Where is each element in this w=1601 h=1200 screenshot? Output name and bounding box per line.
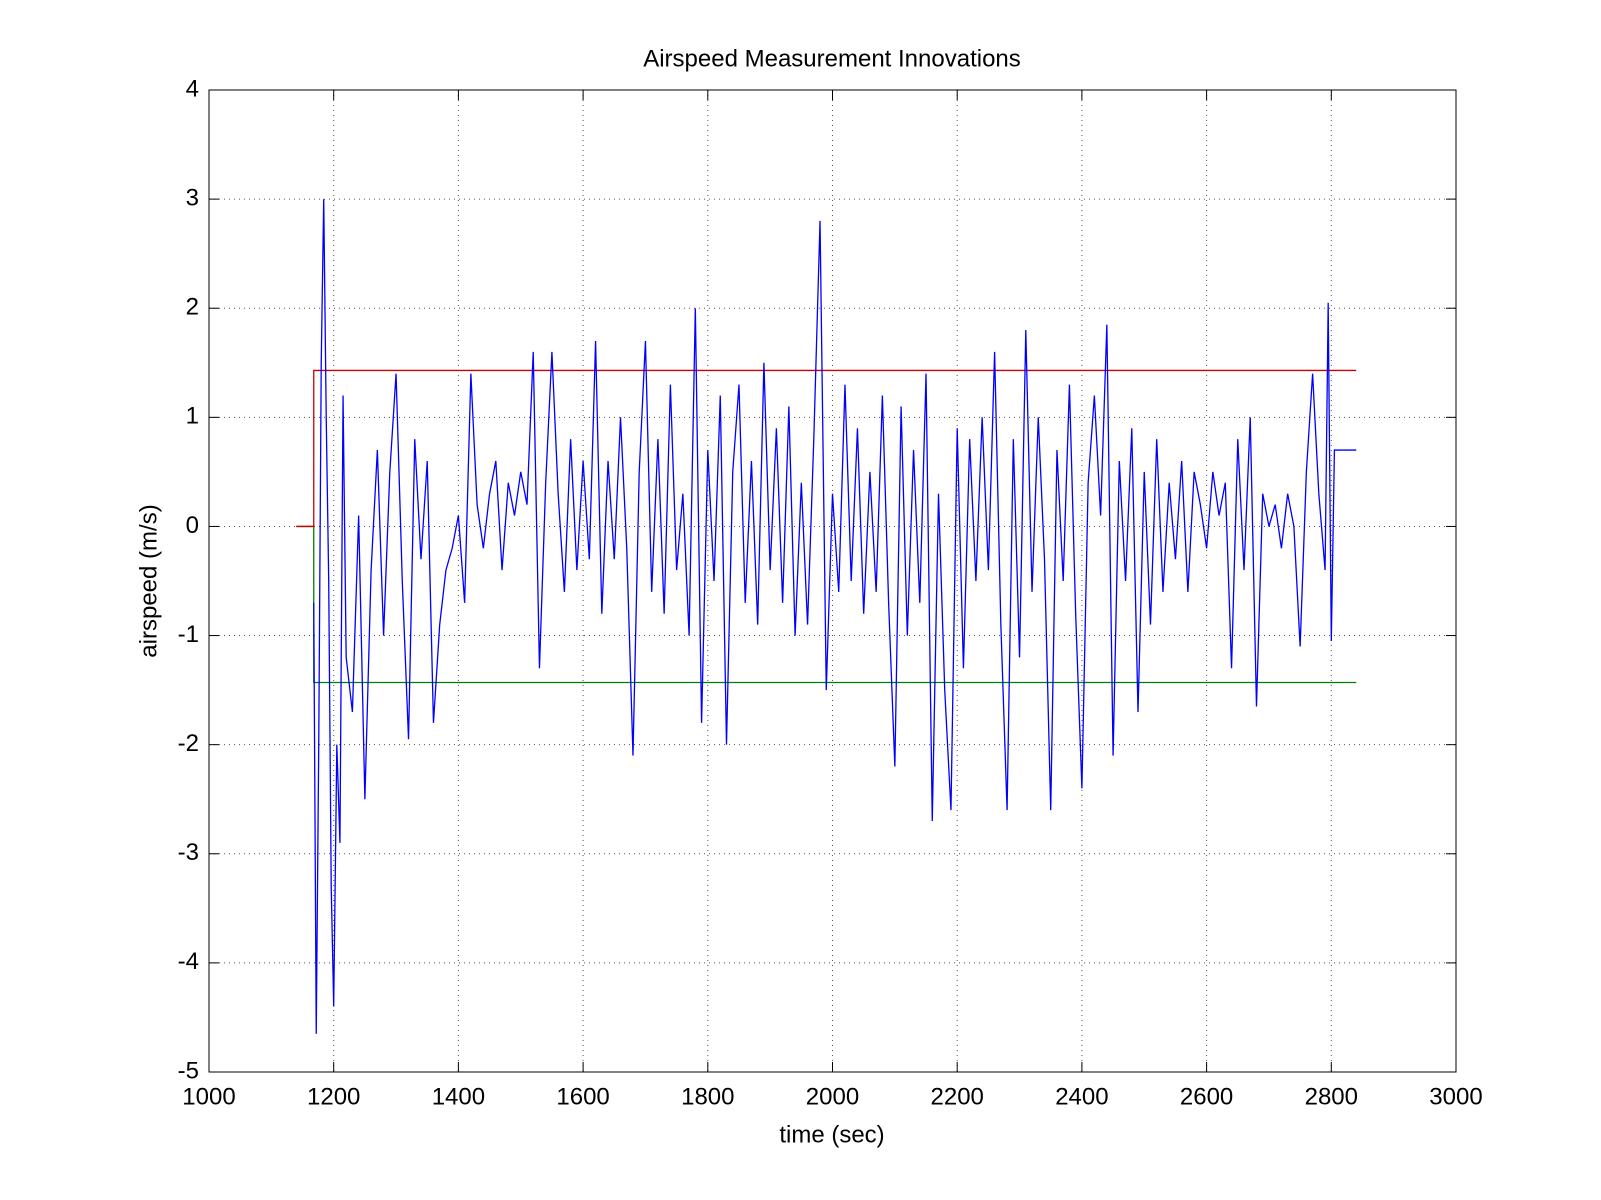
x-tick-label: 1200	[307, 1083, 360, 1110]
y-tick-label: 4	[186, 75, 199, 102]
plot-frame	[208, 89, 1457, 1073]
y-tick-label: 2	[186, 294, 199, 321]
y-axis-label: airspeed (m/s)	[135, 504, 162, 657]
y-tick-label: 0	[186, 512, 199, 539]
y-tick-label: -5	[178, 1057, 199, 1084]
x-axis-label: time (sec)	[779, 1121, 884, 1148]
y-tick-label: -3	[178, 839, 199, 866]
x-tick-label: 2800	[1305, 1083, 1358, 1110]
x-tick-label: 3000	[1429, 1083, 1482, 1110]
y-tick-label: -2	[178, 730, 199, 757]
x-tick-label: 1600	[556, 1083, 609, 1110]
data-line	[313, 199, 1357, 1034]
data-line	[296, 369, 1357, 528]
x-tick-label: 2000	[806, 1083, 859, 1110]
chart-title: Airspeed Measurement Innovations	[643, 45, 1021, 72]
x-tick-label: 1000	[182, 1083, 235, 1110]
y-tick-label: -1	[178, 621, 199, 648]
x-tick-label: 1800	[681, 1083, 734, 1110]
y-tick-label: 3	[186, 184, 199, 211]
y-tick-label: -4	[178, 948, 199, 975]
x-tick-label: 1400	[432, 1083, 485, 1110]
x-tick-label: 2400	[1055, 1083, 1108, 1110]
x-tick-label: 2600	[1180, 1083, 1233, 1110]
x-tick-label: 2200	[931, 1083, 984, 1110]
y-tick-label: 1	[186, 403, 199, 430]
